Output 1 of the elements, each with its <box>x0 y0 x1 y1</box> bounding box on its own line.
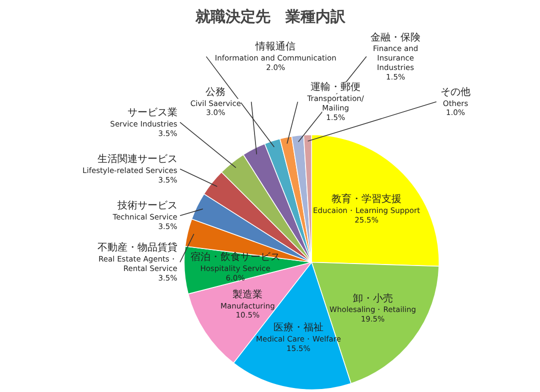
chart-title: 就職決定先 業種内訳 <box>194 8 346 26</box>
